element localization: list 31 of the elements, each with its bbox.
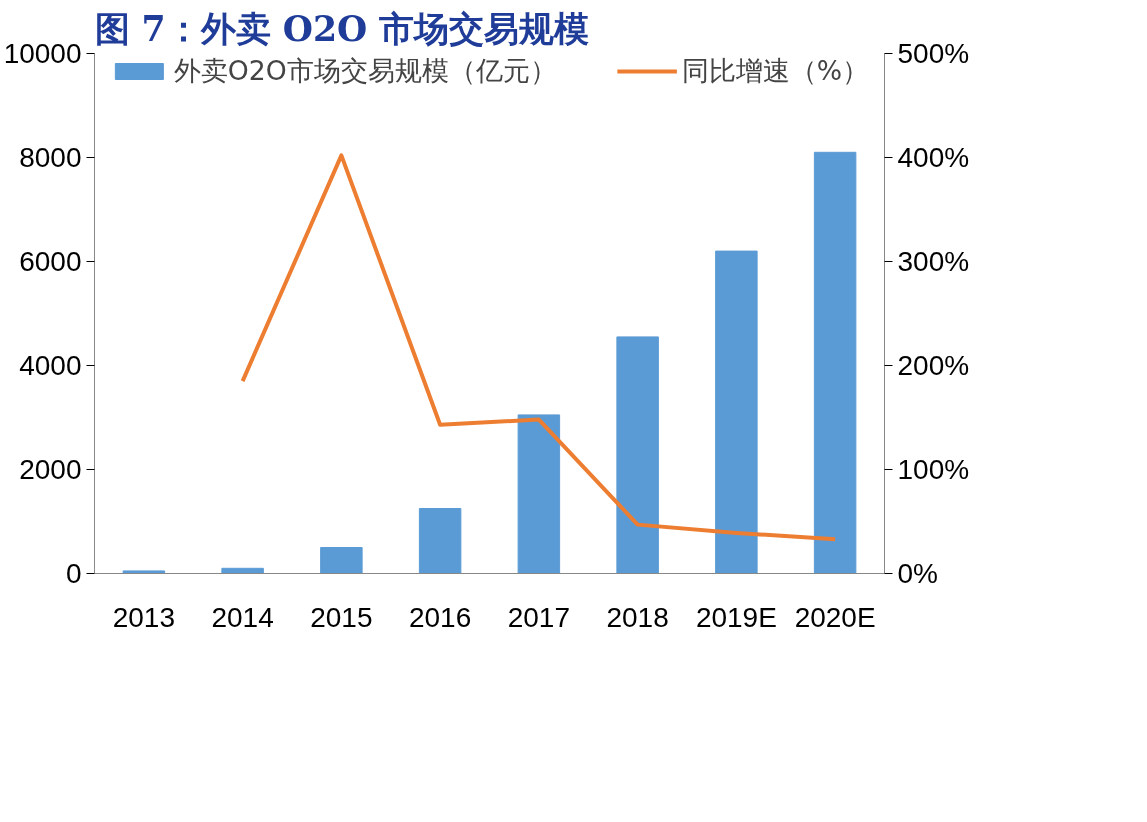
y-tick-label: 6000 [19, 246, 82, 277]
y-tick-label: 4000 [19, 350, 82, 381]
y2-tick-label: 500% [897, 38, 970, 69]
x-tick-label: 2013 [112, 601, 176, 633]
legend-label: 外卖O2O市场交易规模（亿元） [173, 54, 557, 88]
y-tick-label: 0 [65, 558, 82, 589]
x-tick-label: 2014 [211, 601, 274, 633]
y-tick-label: 8000 [19, 142, 82, 173]
y-tick-label: 2000 [19, 454, 82, 485]
chart-title: 图 7：外卖 O2O 市场交易规模 [94, 7, 590, 49]
bar [122, 570, 166, 574]
bar [320, 547, 363, 574]
y2-tick-label: 200% [897, 350, 970, 381]
y2-tick-label: 100% [897, 454, 970, 485]
bar [418, 508, 462, 574]
y2-tick-label: 300% [897, 246, 970, 277]
legend-label: 同比增速（%） [681, 54, 870, 88]
bar [616, 336, 659, 574]
y2-tick-label: 0% [897, 558, 938, 589]
y-tick-label: 10000 [3, 38, 82, 69]
bar [715, 250, 758, 574]
y2-tick-label: 400% [897, 142, 970, 173]
bar [813, 151, 857, 574]
x-tick-label: 2016 [408, 601, 472, 633]
x-tick-label: 2017 [507, 601, 571, 633]
x-tick-label: 2020E [794, 601, 876, 633]
x-tick-label: 2018 [606, 601, 669, 633]
x-tick-label: 2019E [695, 601, 777, 633]
line-series [240, 153, 838, 542]
bar [517, 414, 561, 574]
x-tick-label: 2015 [310, 601, 373, 633]
